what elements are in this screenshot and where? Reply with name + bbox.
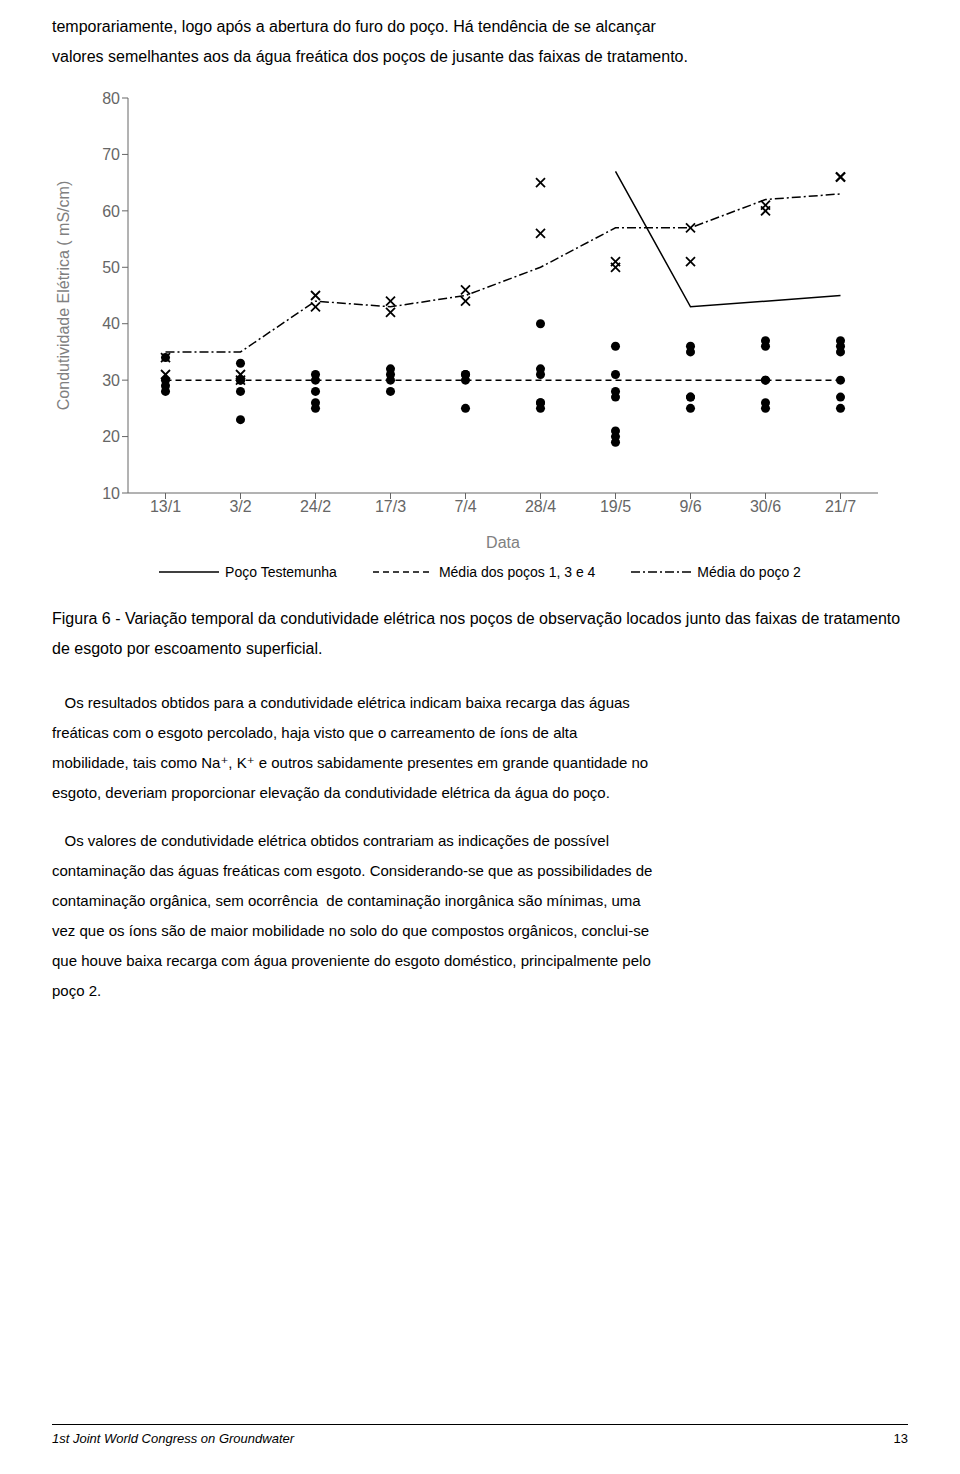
svg-text:19/5: 19/5 <box>600 498 631 515</box>
html-text:valores semelhantes aos da águ: valores semelhantes aos da água freática… <box>52 48 688 65</box>
html-text:vez que os íons são de maior m: vez que os íons são de maior mobilidade … <box>52 922 649 939</box>
html-text:Média do poço 2: Média do poço 2 <box>697 564 801 580</box>
html-text:que houve baixa recarga com ág: que houve baixa recarga com água proveni… <box>52 952 651 969</box>
html-text:1st Joint World Congress on Gr: 1st Joint World Congress on Groundwater <box>52 1431 295 1446</box>
html-text:freáticas com o esgoto percola: freáticas com o esgoto percolado, haja v… <box>52 724 578 741</box>
svg-text:Data: Data <box>486 534 520 551</box>
svg-text:70: 70 <box>102 146 120 163</box>
svg-text:50: 50 <box>102 259 120 276</box>
html-text:Poço Testemunha: Poço Testemunha <box>225 564 337 580</box>
svg-text:21/7: 21/7 <box>825 498 856 515</box>
html-text:13: 13 <box>893 1431 908 1446</box>
svg-text:Condutividade Elétrica ( mS/cm: Condutividade Elétrica ( mS/cm) <box>55 181 72 410</box>
svg-text:24/2: 24/2 <box>300 498 331 515</box>
html-text:Os valores de condutividade el: Os valores de condutividade elétrica obt… <box>52 832 609 849</box>
html-text:mobilidade, tais como Na⁺, K⁺: mobilidade, tais como Na⁺, K⁺ e outros s… <box>52 754 649 771</box>
svg-text:3/2: 3/2 <box>229 498 251 515</box>
html-text:Figura 6 - Variação temporal d: Figura 6 - Variação temporal da condutiv… <box>52 610 901 657</box>
svg-text:80: 80 <box>102 90 120 107</box>
svg-text:30: 30 <box>102 372 120 389</box>
html-text:temporariamente, logo após a a: temporariamente, logo após a abertura do… <box>52 18 656 35</box>
svg-text:28/4: 28/4 <box>525 498 556 515</box>
html-text:esgoto, deveriam proporcionar: esgoto, deveriam proporcionar elevação d… <box>52 784 610 801</box>
svg-text:40: 40 <box>102 315 120 332</box>
svg-text:17/3: 17/3 <box>375 498 406 515</box>
html-text:contaminação das águas freátic: contaminação das águas freáticas com esg… <box>52 862 653 879</box>
html-text:Média dos poços 1, 3 e 4: Média dos poços 1, 3 e 4 <box>438 564 596 580</box>
svg-text:10: 10 <box>102 485 120 502</box>
html-text:contaminação orgânica, sem oco: contaminação orgânica, sem ocorrência de… <box>52 892 641 909</box>
svg-text:60: 60 <box>102 203 120 220</box>
html-text:Os resultados obtidos para a c: Os resultados obtidos para a condutivida… <box>52 694 630 711</box>
svg-text:9/6: 9/6 <box>679 498 701 515</box>
svg-text:20: 20 <box>102 428 120 445</box>
svg-text:30/6: 30/6 <box>750 498 781 515</box>
html-text:poço 2.: poço 2. <box>52 982 102 999</box>
svg-text:13/1: 13/1 <box>150 498 181 515</box>
svg-text:7/4: 7/4 <box>454 498 476 515</box>
